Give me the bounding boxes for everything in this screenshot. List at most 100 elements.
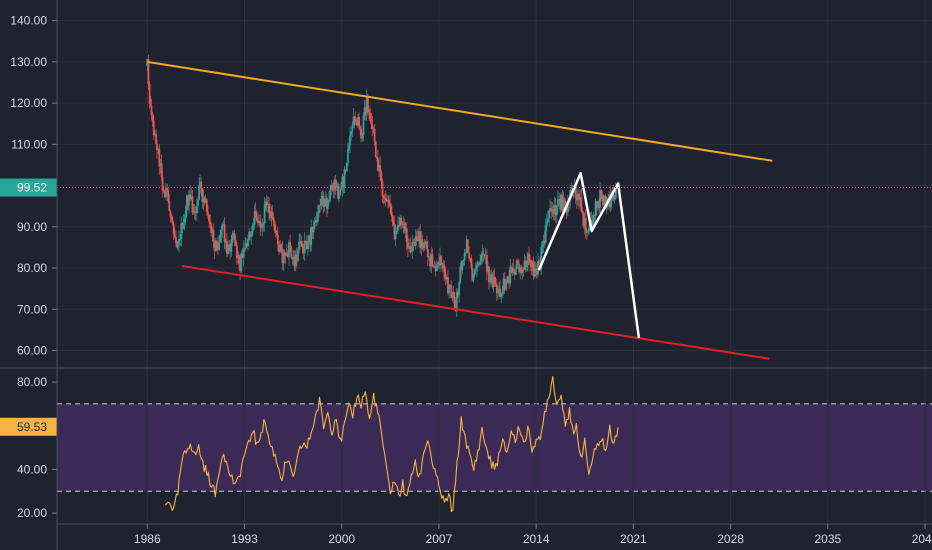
candle-body [310, 226, 313, 245]
candle-body [170, 216, 173, 221]
candle-body [391, 214, 394, 222]
candle-body [394, 231, 397, 240]
candle-body [597, 201, 599, 208]
candle-body [535, 272, 538, 275]
candle-body [292, 257, 295, 260]
candle-body [312, 227, 315, 233]
candle-body [295, 254, 298, 261]
price-panel[interactable]: 60.0070.0080.0090.00100.00110.00120.0013… [0, 0, 932, 367]
time-tick-label: 1986 [134, 532, 161, 546]
candle-body [316, 212, 319, 222]
candle-body [247, 239, 249, 247]
candle-body [362, 115, 365, 136]
candle-body [464, 252, 467, 254]
candle-body [549, 208, 551, 211]
candle-body [343, 169, 346, 188]
candle-body [490, 274, 493, 278]
candle-body [284, 255, 287, 257]
candle-body [407, 241, 409, 249]
candle-body [465, 239, 468, 253]
candle-body [313, 221, 316, 228]
candle-body [418, 231, 420, 241]
trendline[interactable] [181, 265, 770, 360]
candle-body [238, 255, 240, 264]
candle-body [455, 291, 458, 312]
candle-body [473, 269, 476, 275]
candle-body [430, 254, 433, 267]
candle-body [443, 265, 446, 278]
candle-body [324, 198, 327, 199]
candle-body [376, 157, 378, 159]
candle-body [389, 203, 392, 207]
candle-body [421, 239, 424, 247]
candle-body [294, 254, 297, 266]
candle-body [485, 254, 488, 272]
candle-body [188, 194, 190, 206]
candle-body [298, 241, 301, 251]
candle-body [542, 240, 545, 246]
candle-body [347, 148, 349, 164]
candle-body [260, 227, 263, 229]
candle-body [344, 169, 347, 172]
candle-body [481, 253, 484, 256]
candle-body [504, 280, 507, 289]
candle-body [204, 199, 207, 203]
candle-body [502, 278, 505, 292]
candle-body [426, 248, 429, 258]
candle-body [426, 241, 428, 249]
candle-body [361, 135, 364, 139]
candle-body [195, 205, 198, 214]
time-tick-label: 1993 [231, 532, 258, 546]
candle-body [255, 217, 258, 221]
price-grid [57, 0, 932, 367]
candle-body [501, 291, 504, 296]
candle-body [461, 261, 464, 271]
trendline[interactable] [147, 60, 773, 162]
candle-body [526, 253, 529, 265]
candle-body [248, 231, 251, 240]
candle-body [357, 117, 359, 126]
candle-body [261, 223, 264, 228]
candle-body [552, 209, 555, 214]
candle-body [222, 224, 225, 225]
candle-body [276, 233, 278, 236]
last-price-label: 99.52 [17, 181, 47, 195]
candle-body [233, 233, 236, 240]
candle-body [519, 267, 522, 273]
projection-line[interactable] [537, 171, 641, 339]
candle-body [368, 109, 370, 113]
candle-body [290, 247, 293, 258]
price-y-tick-label: 120.00 [10, 96, 47, 110]
candle-body [379, 165, 382, 172]
candle-body [526, 264, 528, 267]
time-axis[interactable]: 1986 1993 2000 2007 2014 2021 2028 2035 2042 [57, 523, 932, 546]
candle-body [471, 268, 474, 281]
candle-body [497, 290, 499, 294]
candle-body [171, 220, 174, 225]
candle-body [509, 267, 512, 284]
candle-body [548, 210, 551, 218]
candle-body [429, 256, 432, 267]
candle-body [370, 118, 373, 125]
candle-body [487, 266, 489, 272]
candle-body [167, 189, 170, 202]
candle-body [210, 224, 213, 233]
candle-body [403, 223, 406, 232]
candle-body [500, 295, 503, 298]
candle-body [209, 221, 212, 225]
candle-body [402, 223, 405, 225]
price-y-tick-label: 130.00 [10, 55, 47, 69]
candle-body [416, 237, 419, 241]
candle-body [202, 198, 205, 203]
candle-body [326, 201, 329, 209]
candle-body [420, 239, 423, 248]
candle-body [371, 124, 374, 129]
candle-body [307, 240, 309, 250]
candle-body [283, 252, 286, 256]
candle-body [178, 239, 180, 246]
candle-body [257, 220, 259, 223]
trendlines[interactable] [147, 60, 773, 360]
time-tick-label: 2042 [912, 532, 932, 546]
